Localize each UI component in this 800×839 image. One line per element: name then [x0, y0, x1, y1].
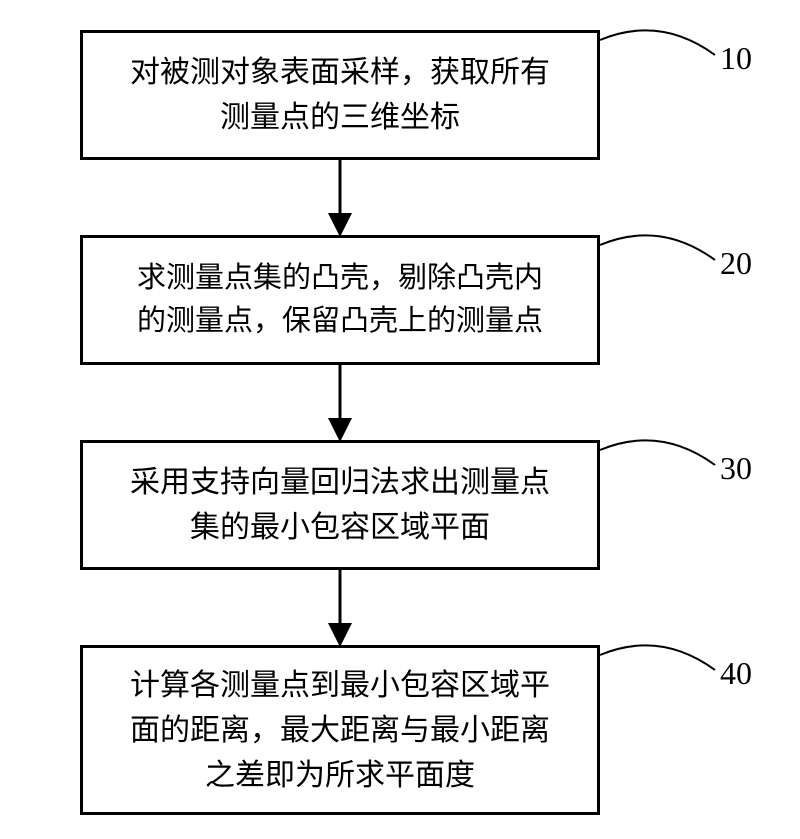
- flowchart-canvas: 对被测对象表面采样，获取所有 测量点的三维坐标 求测量点集的凸壳，剔除凸壳内 的…: [0, 0, 800, 839]
- label-30: 30: [720, 450, 752, 487]
- label-10: 10: [720, 40, 752, 77]
- label-20: 20: [720, 245, 752, 282]
- leader-lines: [0, 0, 800, 839]
- label-40: 40: [720, 655, 752, 692]
